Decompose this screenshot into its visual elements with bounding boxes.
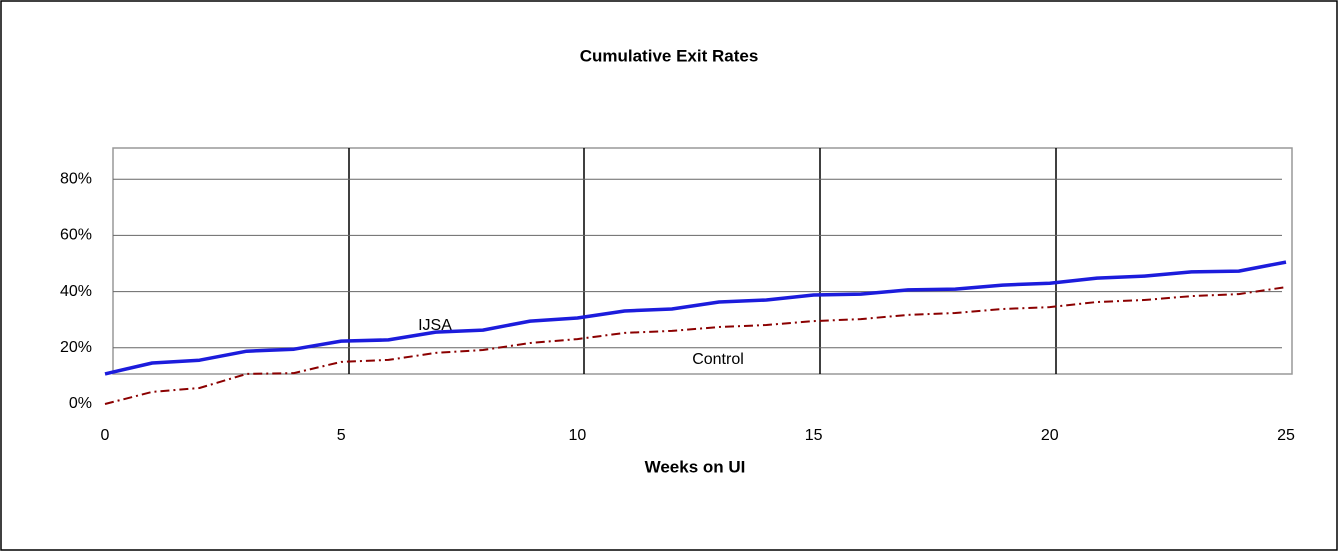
series-annotation: Control bbox=[692, 351, 744, 368]
y-tick-label: 40% bbox=[60, 283, 92, 300]
x-tick-label: 20 bbox=[1041, 427, 1059, 444]
x-axis-label: Weeks on UI bbox=[645, 457, 746, 476]
x-tick-label: 10 bbox=[569, 427, 587, 444]
plot-dividers bbox=[348, 148, 1057, 374]
y-tick-label: 80% bbox=[60, 170, 92, 187]
y-tick-label: 0% bbox=[69, 395, 92, 412]
x-tick-label: 15 bbox=[805, 427, 823, 444]
series-line bbox=[104, 286, 1287, 405]
x-tick-label: 25 bbox=[1277, 427, 1295, 444]
x-tick-label: 0 bbox=[101, 427, 110, 444]
y-tick-label: 60% bbox=[60, 227, 92, 244]
plot-area bbox=[112, 147, 1293, 375]
series-annotation: IJSA bbox=[418, 317, 452, 334]
x-tick-label: 5 bbox=[337, 427, 346, 444]
series-line bbox=[104, 260, 1287, 376]
y-tick-label: 20% bbox=[60, 339, 92, 356]
chart-title: Cumulative Exit Rates bbox=[580, 46, 759, 65]
